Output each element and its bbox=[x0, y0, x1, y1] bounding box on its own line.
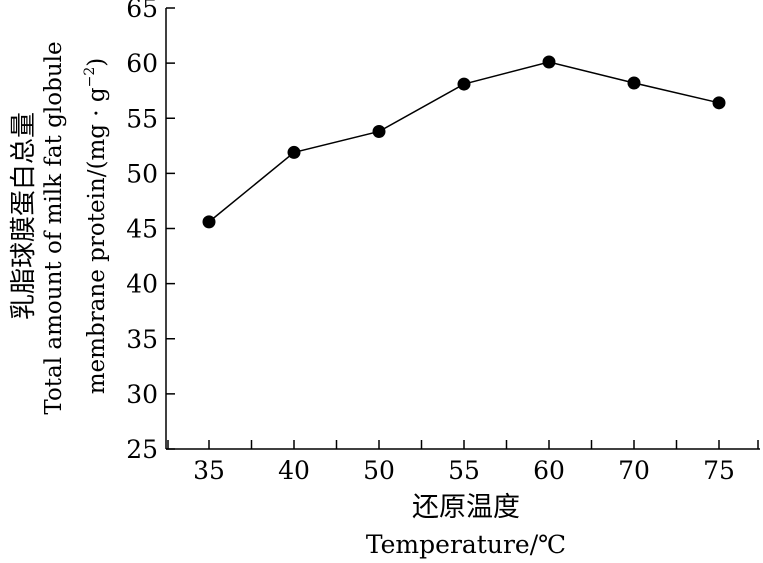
data-point bbox=[457, 77, 471, 91]
y-tick-label: 40 bbox=[126, 270, 158, 299]
y-tick-label: 45 bbox=[126, 215, 158, 244]
x-tick-label: 60 bbox=[533, 456, 565, 485]
x-axis-title-en: Temperature/℃ bbox=[366, 530, 566, 559]
y-tick-label: 35 bbox=[126, 325, 158, 354]
x-tick-label: 55 bbox=[448, 456, 480, 485]
data-point bbox=[542, 55, 556, 69]
x-tick-label: 70 bbox=[618, 456, 650, 485]
series bbox=[202, 55, 726, 229]
y-tick-label: 65 bbox=[126, 0, 158, 23]
x-axis-title-cn: 还原温度 bbox=[412, 492, 520, 523]
y-tick-label: 55 bbox=[126, 104, 158, 133]
y-tick-label: 60 bbox=[126, 49, 158, 78]
y-axis-title-cn: 乳脂球膜蛋白总量 bbox=[9, 112, 39, 320]
data-point bbox=[202, 215, 216, 229]
y-axis-title-en-line2: membrane protein/(mg · g−2) bbox=[82, 58, 110, 395]
data-point bbox=[712, 96, 726, 110]
x-ticks: 35 40 50 55 60 70 75 bbox=[167, 440, 759, 485]
y-axis-title-en-line2-sup: −2 bbox=[82, 67, 98, 88]
data-point bbox=[287, 145, 301, 159]
y-axis-title-en-line1: Total amount of milk fat globule bbox=[41, 41, 67, 414]
x-tick-label: 50 bbox=[363, 456, 395, 485]
x-tick-label: 75 bbox=[703, 456, 735, 485]
y-tick-label: 30 bbox=[126, 380, 158, 409]
y-axis-title-en-line2-main: membrane protein/(mg · g bbox=[84, 87, 110, 394]
y-ticks: 25 30 35 40 45 50 55 60 65 bbox=[126, 0, 175, 464]
y-axis-title-en-line2-close: ) bbox=[84, 58, 110, 67]
axes bbox=[165, 8, 760, 450]
y-tick-label: 25 bbox=[126, 435, 158, 464]
x-tick-label: 40 bbox=[278, 456, 310, 485]
data-point bbox=[627, 76, 641, 90]
data-point bbox=[372, 124, 386, 138]
x-tick-label: 35 bbox=[193, 456, 225, 485]
y-tick-label: 50 bbox=[126, 159, 158, 188]
